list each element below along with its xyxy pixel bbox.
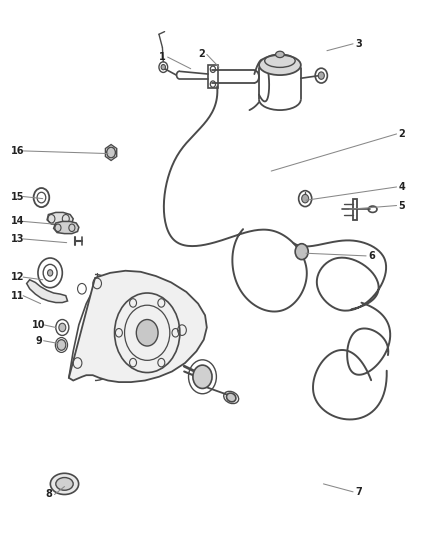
Text: 7: 7 [355,487,362,497]
Polygon shape [47,213,73,225]
Circle shape [193,365,212,389]
Ellipse shape [259,55,301,75]
Text: 15: 15 [11,191,25,201]
Circle shape [295,244,308,260]
Circle shape [136,319,158,346]
Ellipse shape [50,473,79,495]
Text: 12: 12 [11,272,25,282]
Circle shape [47,270,53,276]
Circle shape [302,195,309,203]
Text: 5: 5 [399,200,405,211]
Text: 2: 2 [198,50,205,59]
Circle shape [161,64,166,70]
Text: 1: 1 [159,52,166,62]
Circle shape [57,340,66,350]
Ellipse shape [56,478,73,490]
Text: 2: 2 [399,129,405,139]
Text: 8: 8 [46,489,53,499]
Polygon shape [69,271,207,382]
Ellipse shape [226,393,236,402]
Text: 16: 16 [11,146,25,156]
Polygon shape [27,280,67,303]
Text: 3: 3 [355,39,362,49]
Circle shape [107,147,116,158]
Text: 10: 10 [32,320,45,330]
Text: 6: 6 [368,251,374,261]
Circle shape [59,323,66,332]
Polygon shape [53,221,79,233]
Text: 13: 13 [11,234,25,244]
Circle shape [318,72,324,79]
Text: 14: 14 [11,216,25,227]
Text: 4: 4 [399,182,405,192]
Text: 11: 11 [11,290,25,301]
Text: 9: 9 [35,336,42,346]
Ellipse shape [276,51,284,58]
